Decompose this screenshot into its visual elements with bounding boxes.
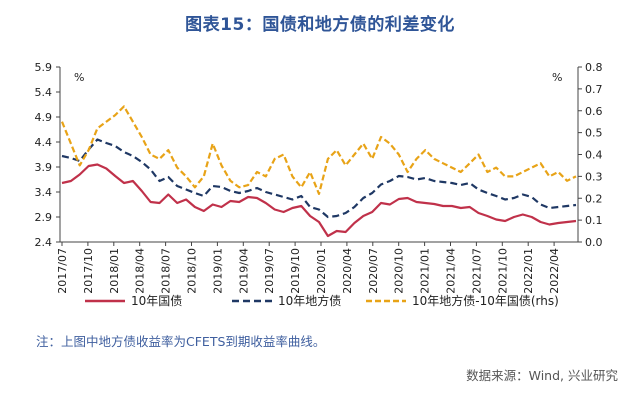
series-spread-line: [60, 105, 577, 195]
left-tick-label: 5.9: [35, 61, 53, 74]
right-tick-label: 0.1: [585, 214, 603, 227]
legend-10y-treasury-label: 10年国债: [131, 294, 182, 308]
x-tick-label: 2020/07: [367, 248, 380, 294]
series-10y-local-bond-line: [61, 138, 577, 219]
left-tick-label: 4.4: [35, 136, 53, 149]
left-tick-label: 3.9: [35, 161, 53, 174]
right-axis-unit: %: [552, 71, 562, 84]
right-tick-label: 0.0: [585, 236, 603, 249]
series-10y-treasury-line: [61, 163, 577, 238]
x-tick-label: 2021/10: [496, 248, 509, 294]
left-tick-label: 2.9: [35, 211, 53, 224]
legend-10y-local-bond-label: 10年地方债: [278, 293, 341, 308]
x-tick-label: 2018/01: [108, 248, 121, 294]
x-tick-label: 2021/07: [470, 248, 483, 294]
x-tick-label: 2018/04: [134, 248, 147, 294]
x-tick-label: 2021/04: [445, 248, 458, 294]
x-tick-label: 2022/04: [548, 248, 561, 294]
left-axis-unit: %: [74, 71, 84, 84]
legend-spread-label: 10年地方债-10年国债(rhs): [412, 293, 559, 308]
right-tick-label: 0.5: [585, 127, 603, 140]
left-tick-label: 3.4: [35, 186, 53, 199]
x-tick-label: 2020/01: [315, 248, 328, 294]
chart-title: 图表15：国债和地方债的利差变化: [185, 15, 455, 35]
right-tick-label: 0.3: [585, 170, 603, 183]
right-tick-label: 0.4: [585, 149, 603, 162]
x-tick-label: 2019/07: [263, 248, 276, 294]
x-tick-label: 2019/10: [289, 248, 302, 294]
left-tick-label: 5.4: [35, 86, 53, 99]
x-tick-label: 2017/07: [56, 248, 69, 294]
x-tick-label: 2019/04: [237, 248, 250, 294]
x-tick-label: 2018/07: [160, 248, 173, 294]
right-tick-label: 0.7: [585, 83, 603, 96]
right-tick-label: 0.8: [585, 61, 603, 74]
x-tick-label: 2022/01: [522, 248, 535, 294]
right-tick-label: 0.6: [585, 105, 603, 118]
right-tick-label: 0.2: [585, 192, 603, 205]
data-source: 数据来源：Wind, 兴业研究: [466, 368, 618, 383]
chart: 5.9 5.4 4.9 4.4 3.9 3.4 2.9 2.4 0.8 0.7 0.6 0.5 0.4 0…: [35, 61, 603, 308]
x-tick-label: 2017/10: [82, 248, 95, 294]
x-tick-label: 2020/10: [393, 248, 406, 294]
x-tick-label: 2020/04: [341, 248, 354, 294]
x-tick-label: 2018/10: [186, 248, 199, 294]
left-tick-label: 4.9: [35, 111, 53, 124]
x-tick-label: 2019/01: [211, 248, 224, 294]
left-tick-label: 2.4: [35, 236, 53, 249]
chart-note: 注：上图中地方债收益率为CFETS到期收益率曲线。: [36, 334, 326, 349]
x-tick-label: 2021/01: [419, 248, 432, 294]
